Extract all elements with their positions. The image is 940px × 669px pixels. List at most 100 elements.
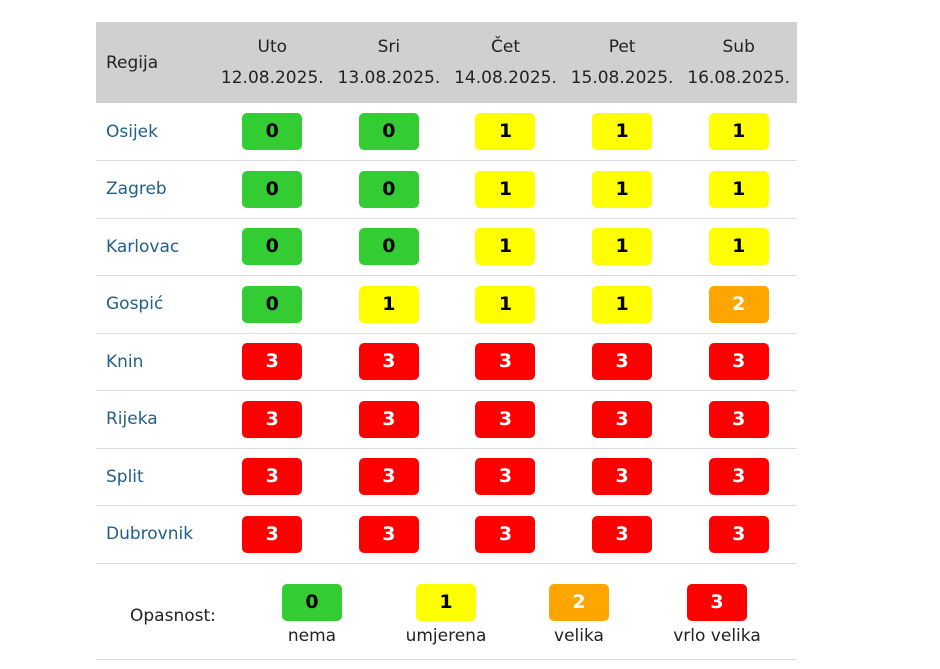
danger-level-badge: 1 [475, 113, 536, 150]
danger-level-badge: 3 [475, 458, 536, 496]
table-row: Split 3 3 3 3 3 [96, 448, 797, 506]
danger-level-badge: 3 [592, 515, 653, 553]
danger-level-badge: 1 [475, 228, 536, 266]
danger-level-badge: 3 [592, 400, 653, 438]
danger-cell: 3 [214, 391, 331, 449]
legend-level-text: vrlo velika [673, 625, 761, 646]
region-cell: Split [96, 448, 214, 506]
table-row: Dubrovnik 3 3 3 3 3 [96, 506, 797, 564]
danger-level-badge: 3 [358, 343, 419, 381]
day-name: Pet [608, 36, 636, 57]
region-link[interactable]: Split [106, 466, 144, 487]
danger-cell: 1 [447, 218, 564, 276]
danger-level-badge: 0 [358, 113, 419, 150]
forecast-table: Regija Uto 12.08.2025. Sri 13.08.2025. Č… [96, 22, 797, 564]
region-link[interactable]: Zagreb [106, 179, 167, 200]
region-link[interactable]: Osijek [106, 121, 158, 142]
day-date: 12.08.2025. [220, 67, 324, 88]
legend-label: Opasnost: [130, 605, 216, 626]
danger-cell: 3 [680, 333, 797, 391]
forecast-rows: Osijek 0 0 1 1 1 Zagreb 0 0 1 1 1 Karlovac 0 0 1 1 1 Gospi… [96, 103, 797, 563]
table-row: Rijeka 3 3 3 3 3 [96, 391, 797, 449]
danger-level-badge: 1 [708, 113, 769, 150]
danger-level-badge: 3 [708, 400, 769, 438]
day-name: Sub [722, 36, 755, 57]
table-row: Gospić 0 1 1 1 2 [96, 276, 797, 334]
danger-level-badge: 1 [592, 113, 653, 150]
danger-cell: 3 [564, 391, 681, 449]
danger-cell: 1 [447, 161, 564, 219]
day-name: Sri [377, 36, 401, 57]
danger-cell: 3 [214, 333, 331, 391]
day-date: 16.08.2025. [687, 67, 791, 88]
danger-cell: 0 [331, 218, 448, 276]
legend-level-badge: 0 [282, 583, 342, 621]
danger-cell: 3 [564, 506, 681, 564]
region-link[interactable]: Dubrovnik [106, 524, 194, 545]
danger-cell: 3 [447, 391, 564, 449]
danger-cell: 3 [564, 448, 681, 506]
danger-level-badge: 3 [475, 515, 536, 553]
legend-item-moderate: 1 umjerena [386, 583, 506, 646]
danger-level-badge: 0 [242, 285, 303, 323]
danger-level-badge: 0 [358, 228, 419, 266]
danger-cell: 3 [447, 448, 564, 506]
danger-cell: 2 [680, 276, 797, 334]
region-link[interactable]: Karlovac [106, 236, 180, 257]
region-cell: Zagreb [96, 161, 214, 219]
danger-level-badge: 0 [242, 170, 303, 208]
danger-cell: 1 [680, 103, 797, 161]
danger-cell: 3 [331, 448, 448, 506]
danger-cell: 0 [214, 276, 331, 334]
danger-cell: 3 [214, 506, 331, 564]
danger-level-badge: 3 [358, 400, 419, 438]
danger-level-badge: 3 [708, 343, 769, 381]
legend-item-none: 0 nema [252, 583, 372, 646]
danger-cell: 1 [564, 161, 681, 219]
day-date: 15.08.2025. [570, 67, 674, 88]
danger-level-badge: 3 [242, 515, 303, 553]
day-date: 13.08.2025. [337, 67, 441, 88]
danger-cell: 0 [214, 161, 331, 219]
region-cell: Osijek [96, 103, 214, 161]
danger-cell: 0 [214, 103, 331, 161]
danger-level-badge: 1 [592, 228, 653, 266]
danger-level-badge: 0 [242, 113, 303, 150]
region-column-header: Regija [106, 52, 159, 73]
region-link[interactable]: Gospić [106, 294, 164, 315]
danger-level-badge: 1 [592, 285, 653, 323]
legend-level-badge: 2 [549, 583, 609, 621]
danger-legend: Opasnost: 0 nema 1 umjerena 2 velika 3 v… [96, 564, 797, 660]
day-header: Čet 14.08.2025. [447, 22, 564, 103]
danger-cell: 1 [564, 218, 681, 276]
danger-level-badge: 3 [475, 343, 536, 381]
danger-level-badge: 0 [242, 228, 303, 266]
danger-cell: 3 [680, 391, 797, 449]
danger-cell: 3 [331, 506, 448, 564]
danger-level-badge: 1 [358, 285, 419, 323]
day-header: Pet 15.08.2025. [564, 22, 681, 103]
danger-cell: 1 [331, 276, 448, 334]
region-link[interactable]: Rijeka [106, 409, 158, 430]
danger-cell: 0 [331, 103, 448, 161]
danger-cell: 1 [447, 276, 564, 334]
danger-level-badge: 3 [592, 343, 653, 381]
legend-level-text: umjerena [405, 625, 487, 646]
danger-level-badge: 3 [242, 343, 303, 381]
table-row: Zagreb 0 0 1 1 1 [96, 161, 797, 219]
day-header: Sri 13.08.2025. [331, 22, 448, 103]
danger-cell: 1 [564, 276, 681, 334]
danger-level-badge: 0 [358, 170, 419, 208]
danger-level-badge: 3 [242, 400, 303, 438]
danger-cell: 1 [564, 103, 681, 161]
danger-level-badge: 3 [592, 458, 653, 496]
danger-level-badge: 1 [475, 285, 536, 323]
danger-cell: 3 [447, 333, 564, 391]
region-link[interactable]: Knin [106, 351, 144, 372]
region-cell: Gospić [96, 276, 214, 334]
header-row: Regija Uto 12.08.2025. Sri 13.08.2025. Č… [96, 22, 797, 103]
region-cell: Dubrovnik [96, 506, 214, 564]
danger-cell: 3 [564, 333, 681, 391]
table-row: Knin 3 3 3 3 3 [96, 333, 797, 391]
table-row: Osijek 0 0 1 1 1 [96, 103, 797, 161]
